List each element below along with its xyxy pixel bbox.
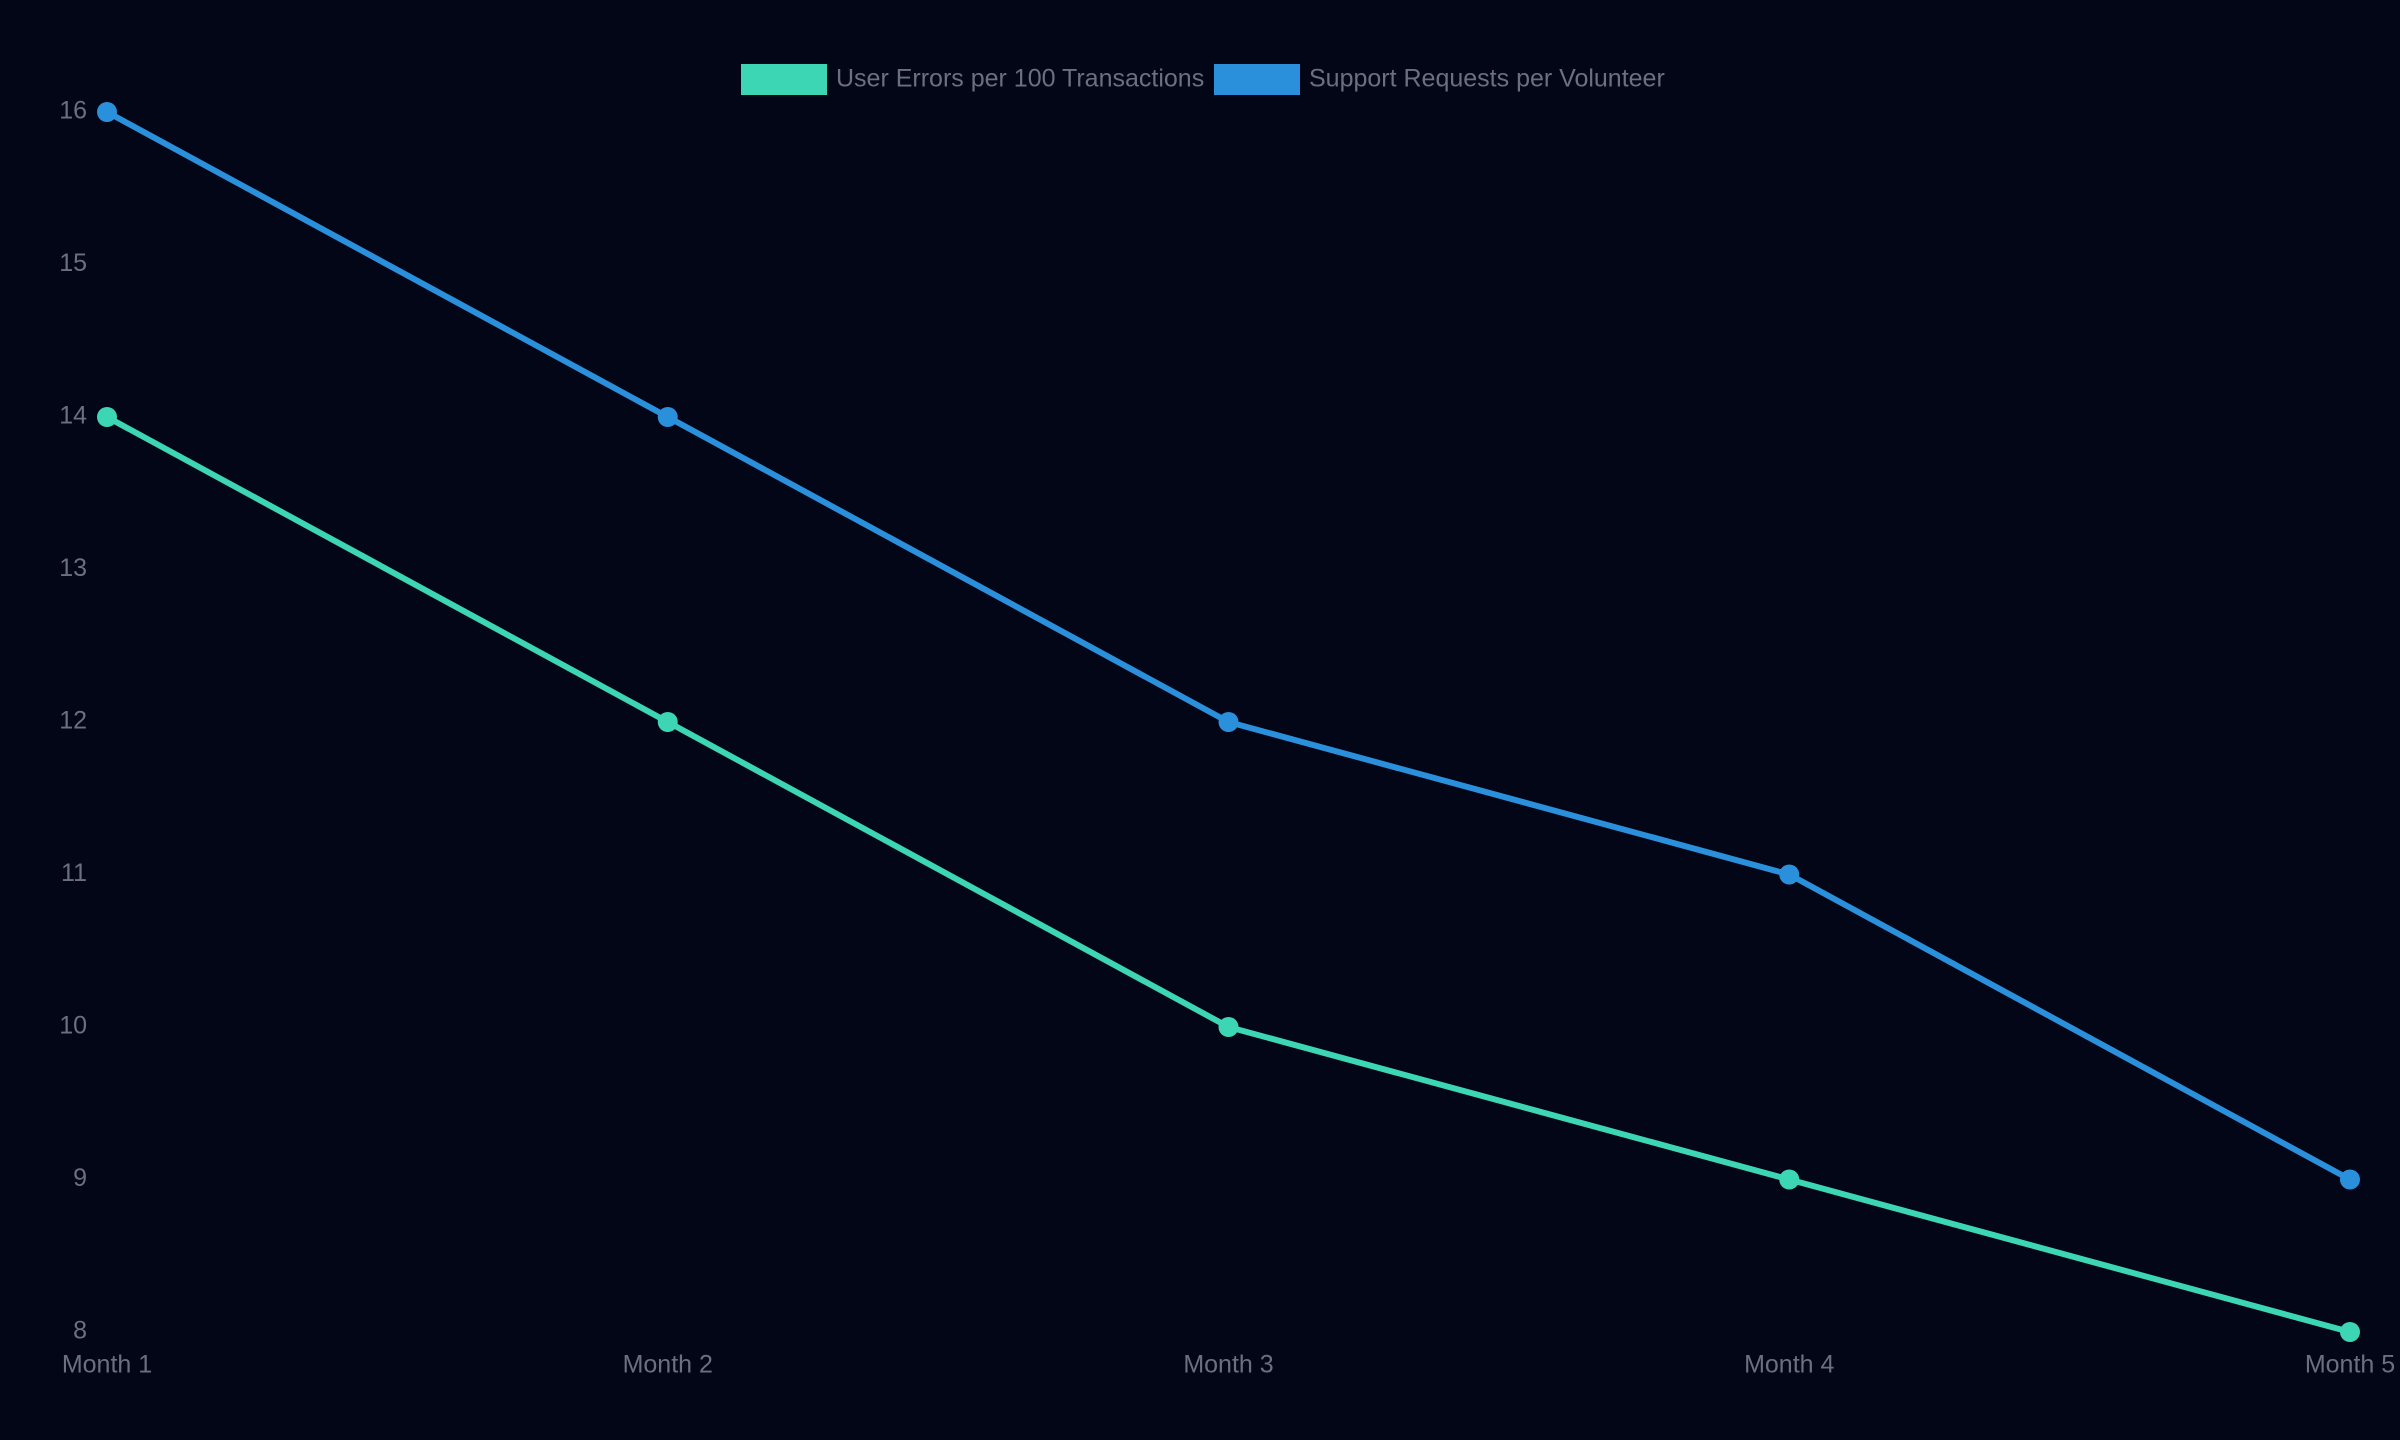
x-tick-label: Month 4 <box>1744 1351 1834 1379</box>
data-point <box>97 407 117 427</box>
x-tick-label: Month 1 <box>62 1351 152 1379</box>
x-tick-label: Month 2 <box>623 1351 713 1379</box>
data-point <box>2340 1322 2360 1342</box>
data-point <box>1218 1017 1239 1037</box>
legend-label: Support Requests per Volunteer <box>1309 65 1665 93</box>
y-tick-label: 12 <box>59 707 87 735</box>
data-point <box>657 407 678 427</box>
data-point <box>1779 864 1800 885</box>
data-point <box>1779 1169 1800 1190</box>
y-tick-label: 15 <box>59 249 87 277</box>
legend-swatch <box>741 64 827 95</box>
y-tick-label: 9 <box>73 1164 87 1192</box>
data-point <box>1218 712 1239 732</box>
y-tick-label: 10 <box>59 1012 87 1040</box>
data-point <box>2340 1169 2360 1190</box>
legend-label: User Errors per 100 Transactions <box>836 65 1204 93</box>
data-point <box>657 712 678 732</box>
y-tick-label: 14 <box>59 402 87 430</box>
x-tick-label: Month 5 <box>2305 1351 2395 1379</box>
x-tick-label: Month 3 <box>1183 1351 1273 1379</box>
y-tick-label: 16 <box>59 97 87 125</box>
y-tick-label: 8 <box>73 1317 87 1345</box>
data-point <box>97 102 117 122</box>
y-tick-label: 11 <box>61 859 87 887</box>
legend-swatch <box>1214 64 1300 95</box>
y-tick-label: 13 <box>59 554 87 582</box>
